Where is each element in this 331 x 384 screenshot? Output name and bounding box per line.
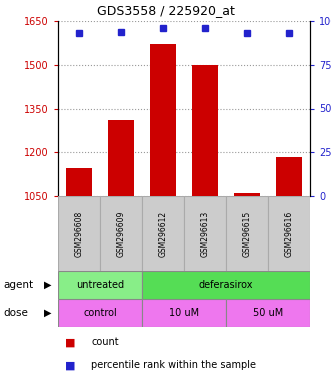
Bar bbox=[226, 196, 268, 271]
Text: GSM296613: GSM296613 bbox=[201, 210, 210, 257]
Text: ■: ■ bbox=[65, 361, 75, 371]
Text: ▶: ▶ bbox=[44, 280, 52, 290]
Bar bbox=[58, 196, 100, 271]
Bar bbox=[226, 299, 310, 327]
Text: 50 uM: 50 uM bbox=[253, 308, 283, 318]
Text: deferasirox: deferasirox bbox=[199, 280, 253, 290]
Text: GSM296608: GSM296608 bbox=[74, 210, 83, 257]
Text: ▶: ▶ bbox=[44, 308, 52, 318]
Text: GSM296609: GSM296609 bbox=[117, 210, 125, 257]
Bar bbox=[67, 168, 92, 196]
Text: untreated: untreated bbox=[76, 280, 124, 290]
Text: GSM296612: GSM296612 bbox=[159, 210, 167, 257]
Bar bbox=[268, 196, 310, 271]
Bar bbox=[234, 193, 260, 196]
Bar bbox=[192, 65, 217, 196]
Bar bbox=[142, 299, 226, 327]
Bar bbox=[150, 44, 176, 196]
Bar bbox=[142, 196, 184, 271]
Text: control: control bbox=[83, 308, 117, 318]
Bar bbox=[58, 299, 142, 327]
Text: count: count bbox=[91, 338, 119, 348]
Text: GSM296616: GSM296616 bbox=[285, 210, 294, 257]
Text: agent: agent bbox=[3, 280, 33, 290]
Bar bbox=[184, 196, 226, 271]
Bar bbox=[142, 271, 310, 299]
Text: GSM296615: GSM296615 bbox=[243, 210, 252, 257]
Bar bbox=[276, 157, 302, 196]
Bar bbox=[58, 271, 142, 299]
Text: 10 uM: 10 uM bbox=[169, 308, 199, 318]
Bar bbox=[108, 120, 134, 196]
Text: GDS3558 / 225920_at: GDS3558 / 225920_at bbox=[97, 4, 234, 17]
Bar bbox=[100, 196, 142, 271]
Text: ■: ■ bbox=[65, 338, 75, 348]
Text: dose: dose bbox=[3, 308, 28, 318]
Text: percentile rank within the sample: percentile rank within the sample bbox=[91, 361, 256, 371]
